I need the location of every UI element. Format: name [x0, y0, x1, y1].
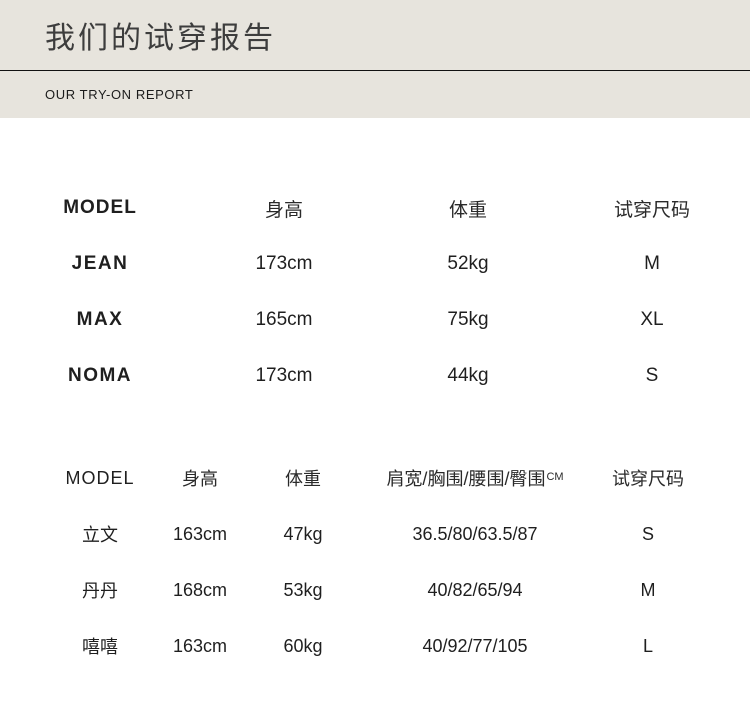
size-cell: M	[640, 579, 656, 600]
column-header-measurements: 肩宽/胸围/腰围/臀围 CM	[366, 450, 584, 506]
measurements-label: 肩宽/胸围/腰围/臀围	[386, 469, 546, 489]
column-header-size: 试穿尺码	[612, 469, 684, 489]
model-name-cell: 丹丹	[82, 581, 118, 601]
column-header-size: 试穿尺码	[613, 199, 690, 221]
weight-cell: 53kg	[283, 579, 323, 600]
report-header: 我们的试穿报告 OUR TRY-ON REPORT	[0, 0, 750, 118]
size-cell: S	[645, 365, 659, 386]
weight-cell: 60kg	[283, 635, 323, 656]
weight-cell: 75kg	[447, 309, 489, 330]
model-name-cell: NOMA	[67, 365, 133, 386]
height-cell: 173cm	[255, 253, 313, 274]
page-title: 我们的试穿报告	[45, 22, 276, 55]
measurements-unit: CM	[546, 470, 564, 483]
model-name-cell: MAX	[76, 309, 124, 330]
page-subtitle: OUR TRY-ON REPORT	[45, 86, 194, 102]
measurements-cell: 40/92/77/105	[422, 635, 528, 656]
weight-cell: 52kg	[447, 253, 489, 274]
size-cell: M	[644, 253, 660, 274]
model-name-cell: 立文	[82, 525, 118, 545]
column-header-weight: 体重	[448, 199, 487, 221]
detailed-try-on-table: MODEL 身高 体重 肩宽/胸围/腰围/臀围 CM 试穿尺码 立文 163cm …	[0, 450, 750, 674]
model-name-cell: 嘻嘻	[82, 637, 118, 657]
height-cell: 168cm	[172, 579, 228, 600]
height-cell: 173cm	[255, 365, 313, 386]
height-cell: 165cm	[255, 309, 313, 330]
weight-cell: 44kg	[447, 365, 489, 386]
column-header-height: 身高	[182, 469, 218, 489]
height-cell: 163cm	[172, 523, 228, 544]
model-name-cell: JEAN	[71, 253, 129, 274]
measurements-cell: 36.5/80/63.5/87	[412, 523, 538, 544]
size-cell: XL	[640, 309, 664, 330]
report-header-title-row: 我们的试穿报告	[0, 0, 750, 71]
height-cell: 163cm	[172, 635, 228, 656]
basic-try-on-table: MODEL 身高 体重 试穿尺码 JEAN 173cm 52kg M MAX 1…	[0, 180, 750, 404]
size-cell: L	[642, 635, 653, 656]
size-cell: S	[641, 523, 654, 544]
column-header-weight: 体重	[285, 469, 321, 489]
column-header-model: MODEL	[63, 197, 137, 218]
weight-cell: 47kg	[283, 523, 323, 544]
column-header-model: MODEL	[65, 467, 135, 488]
measurements-cell: 40/82/65/94	[427, 579, 523, 600]
column-header-height: 身高	[264, 199, 303, 221]
